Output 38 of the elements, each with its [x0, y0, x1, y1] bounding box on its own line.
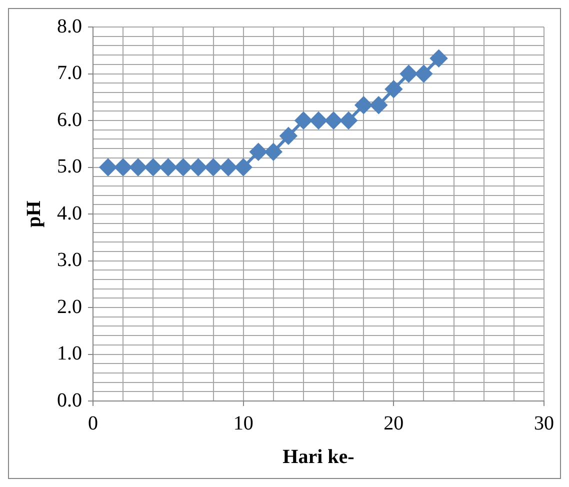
point	[174, 158, 192, 176]
y-tick-label: 8.0	[57, 15, 82, 38]
y-tick-label: 2.0	[57, 296, 82, 318]
point	[144, 158, 162, 176]
point	[234, 158, 252, 176]
point	[430, 50, 448, 67]
y-axis-title: pH	[23, 200, 46, 228]
x-tick-label: 20	[384, 412, 404, 434]
point	[355, 96, 372, 114]
y-tick-label: 0.0	[57, 389, 82, 412]
x-tick-label: 30	[534, 412, 554, 434]
point	[160, 158, 177, 176]
x-axis-title: Hari ke-	[282, 446, 354, 468]
point	[310, 112, 327, 129]
x-tick-label: 0	[88, 412, 98, 434]
point	[385, 80, 402, 98]
point	[415, 65, 432, 82]
y-tick-label: 7.0	[57, 62, 82, 84]
y-tick-label: 4.0	[57, 202, 82, 224]
point	[190, 158, 207, 176]
point	[294, 112, 312, 129]
point	[220, 158, 237, 176]
point	[400, 65, 418, 82]
point	[370, 96, 388, 114]
y-tick-label: 1.0	[57, 342, 82, 364]
point	[264, 143, 282, 160]
point	[204, 158, 222, 176]
y-tick-label: 6.0	[57, 108, 82, 131]
y-tick-label: 3.0	[57, 249, 82, 271]
point	[280, 127, 297, 144]
point	[250, 143, 267, 160]
point	[100, 158, 117, 176]
point	[325, 112, 342, 129]
point	[340, 112, 358, 129]
x-tick-label: 10	[233, 412, 254, 434]
point	[130, 158, 147, 176]
y-tick-label: 5.0	[57, 156, 82, 178]
point	[114, 158, 132, 176]
